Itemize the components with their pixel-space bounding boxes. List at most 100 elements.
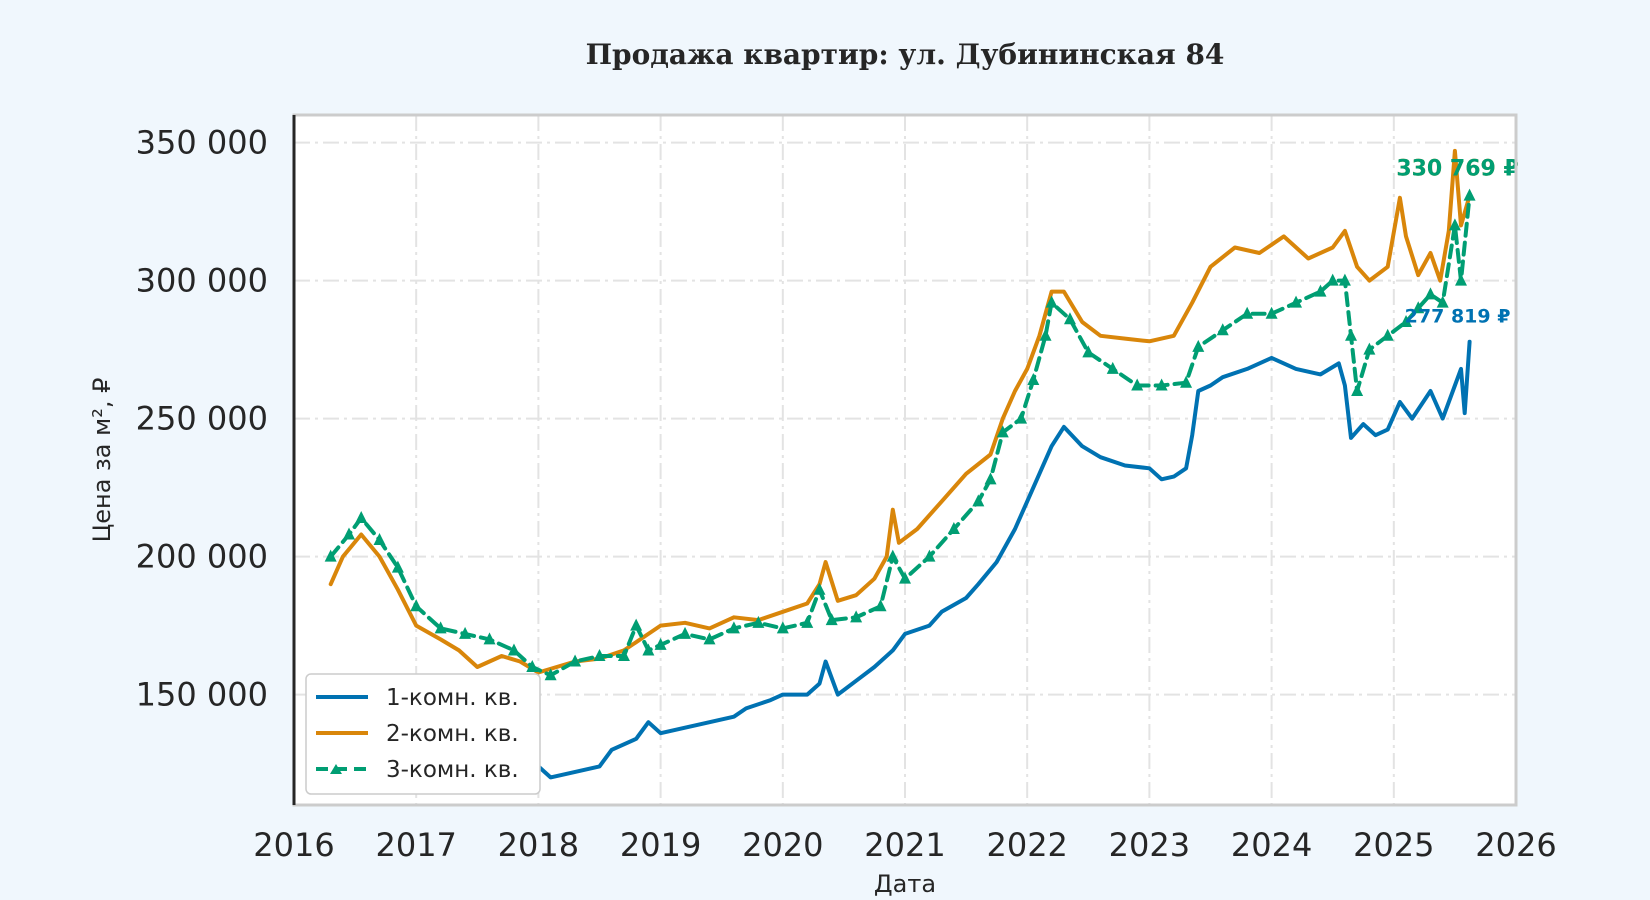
series-marker-3room [776,621,789,634]
series-marker-3room [1082,345,1095,358]
series-marker-3room [947,522,960,534]
series-marker-3room [1290,295,1303,308]
series-marker-3room [1265,306,1278,319]
series-marker-3room [1063,312,1076,325]
series-marker-3room [1027,372,1040,385]
x-tick-label: 2018 [498,826,579,864]
series-marker-3room [752,615,765,628]
series-marker-3room [899,571,911,584]
x-tick-label: 2025 [1353,826,1434,864]
series-marker-3room [1045,295,1058,308]
series-marker-3room [679,626,692,639]
series-marker-3room [434,621,447,634]
x-tick-labels: 2016 2017 2018 2019 2020 2021 2022 2023 2024 2025… [253,826,1556,864]
series-marker-3room [874,599,887,612]
series-marker-3room [1412,301,1425,314]
series-marker-3room [727,621,740,634]
y-tick-label: 150 000 [136,676,268,714]
legend-box [305,673,541,795]
x-tick-label: 2024 [1231,826,1312,864]
series-marker-3room [825,613,838,626]
y-axis-label: Цена за м², ₽ [88,378,116,543]
series-marker-3room [324,549,337,562]
legend-label-3room: 3-комн. кв. [386,757,519,783]
series-marker-3room [1363,342,1376,355]
end-label-1room: 277 819 ₽ [1405,305,1511,327]
series-marker-3room [1424,287,1437,300]
series-line-3room [328,193,1472,678]
x-tick-label: 2019 [620,826,701,864]
series-marker-3room [483,632,496,645]
series-marker-3room [642,643,655,656]
series-marker-3room [703,632,716,645]
series-marker-3room [410,599,423,612]
series-marker-3room [1436,295,1449,308]
legend-label-1room: 1-комн. кв. [386,685,519,711]
y-tick-label: 350 000 [136,124,268,162]
y-tick-label: 300 000 [136,262,268,300]
series-marker-3room [1326,273,1339,286]
series-marker-3room [1448,218,1461,231]
series-marker-3room [593,648,606,661]
series-marker-3room [801,615,814,628]
series-marker-3room [1345,328,1358,341]
legend-marker-3room [330,764,342,774]
series-marker-3room [1180,375,1193,388]
series-marker-3room [617,648,630,661]
series-marker-3room [1039,328,1052,341]
series-marker-3room [1216,323,1229,336]
series-marker-3room [507,643,520,656]
x-tick-label: 2020 [742,826,823,864]
series-marker-3room [1381,328,1394,341]
series-marker-3room [1463,188,1476,201]
series-marker-3room [1015,411,1028,424]
series-marker-3room [1192,339,1205,352]
legend-label-2room: 2-комн. кв. [386,721,519,747]
x-tick-label: 2026 [1475,826,1556,864]
y-tick-label: 250 000 [136,400,268,438]
x-tick-label: 2022 [986,826,1067,864]
series-marker-3room [391,560,404,573]
series-marker-3room [544,668,557,681]
series-marker-3room [1351,384,1364,396]
series-marker-3room [459,626,472,639]
series-marker-3room [923,549,936,562]
series-marker-3room [1455,273,1468,286]
x-tick-label: 2016 [253,826,334,864]
series-marker-3room [1155,378,1168,391]
series-marker-3room [1106,361,1119,374]
series-marker-3room [373,533,386,546]
series-marker-3room [886,549,899,562]
series-marker-3room [972,494,985,507]
series-marker-3room [1131,378,1144,391]
series-marker-3room [813,582,826,595]
x-tick-label: 2023 [1109,826,1190,864]
end-labels: 277 819 ₽330 769 ₽330 769 ₽ [1396,156,1518,327]
series-marker-3room [1400,315,1413,327]
series-marker-3room [569,654,582,667]
end-label-3room: 330 769 ₽ [1396,156,1518,181]
legend: 1-комн. кв. 2-комн. кв. 3-комн. кв. [305,673,541,795]
series-marker-3room [342,527,355,540]
series-layer [324,148,1476,780]
series-marker-3room [996,425,1009,438]
x-tick-label: 2021 [864,826,945,864]
series-marker-3room [984,472,997,485]
y-tick-label: 200 000 [136,538,268,576]
series-marker-3room [1338,273,1351,286]
series-marker-3room [850,610,863,623]
y-tick-labels: 150 000 200 000 250 000 300 000 350 000 [136,124,268,714]
series-marker-3room [526,660,539,672]
series-line-1room [347,339,1472,780]
x-axis-label: Дата [874,870,936,898]
series-marker-3room [1314,284,1327,297]
chart-title: Продажа квартир: ул. Дубининская 84 [586,38,1225,71]
series-line-2room [328,148,1472,675]
series-marker-3room [1241,306,1254,319]
end-label-2room: 330 769 ₽ [1396,156,1518,181]
series-marker-3room [355,510,368,523]
x-tick-label: 2017 [375,826,456,864]
series-marker-3room [630,618,643,631]
